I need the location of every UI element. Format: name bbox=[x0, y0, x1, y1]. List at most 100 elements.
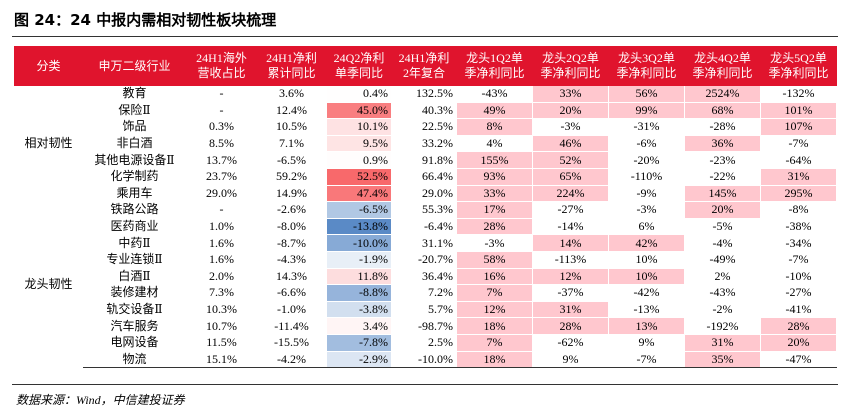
header-line: 2年复合 bbox=[402, 66, 445, 80]
cell: 7.3% bbox=[186, 284, 257, 302]
cell: 20% bbox=[532, 101, 609, 120]
table-row: 乘用车 29.0% 14.9% 47.4% 29.0% 33% 224% -9% 145% 295… bbox=[15, 184, 837, 203]
cell: -10.0% bbox=[326, 234, 392, 252]
table-row: 电网设备 11.5% -15.5% -7.8% 2.5% 7% -62% 9% 31% 20% bbox=[15, 333, 837, 352]
cell: 9% bbox=[532, 350, 609, 369]
cell: -6.4% bbox=[391, 217, 457, 236]
cell: 31% bbox=[760, 167, 837, 186]
cell: 36.4% bbox=[391, 267, 457, 286]
cell: 10% bbox=[608, 250, 685, 269]
column-header: 24H1海外 营收占比 bbox=[186, 46, 257, 86]
cell: 55.3% bbox=[391, 201, 457, 219]
cell: -43% bbox=[684, 284, 761, 302]
cell: 20% bbox=[684, 201, 761, 219]
cell: 35% bbox=[684, 350, 761, 369]
cell: -192% bbox=[684, 317, 761, 335]
cell: 28% bbox=[456, 217, 533, 236]
cell: -7% bbox=[760, 250, 837, 269]
industry: 医药商业 bbox=[82, 217, 187, 236]
cell: 145% bbox=[684, 184, 761, 203]
cell: 31% bbox=[684, 333, 761, 352]
industry: 白酒Ⅱ bbox=[82, 267, 187, 286]
cell: 23.7% bbox=[186, 167, 257, 186]
source-note: 数据来源：Wind，中信建投证券 bbox=[16, 393, 185, 407]
cell: -13.8% bbox=[326, 217, 392, 236]
cell: 9% bbox=[608, 333, 685, 352]
cell: 68% bbox=[684, 101, 761, 120]
column-header: 龙头2Q2单 季净利同比 bbox=[532, 46, 609, 86]
cell: 4% bbox=[456, 134, 533, 153]
header-line: 24H1净利 bbox=[266, 51, 317, 65]
cell: 10% bbox=[608, 267, 685, 286]
cell: 3.4% bbox=[326, 317, 392, 335]
cell: 31.1% bbox=[391, 234, 457, 252]
cell: -3.8% bbox=[326, 300, 392, 319]
column-header: 龙头3Q2单 季净利同比 bbox=[608, 46, 685, 86]
cell: 15.1% bbox=[186, 350, 257, 369]
column-header: 分类 bbox=[14, 46, 83, 86]
cell: 33.2% bbox=[391, 134, 457, 153]
column-header: 龙头1Q2单 季净利同比 bbox=[456, 46, 533, 86]
cell: 45.0% bbox=[326, 101, 392, 120]
cell: - bbox=[186, 201, 257, 219]
cell: 3.6% bbox=[256, 85, 327, 103]
cell: 101% bbox=[760, 101, 837, 120]
cell: 12% bbox=[532, 267, 609, 286]
column-header: 龙头5Q2单 季净利同比 bbox=[760, 46, 837, 86]
cell: 29.0% bbox=[391, 184, 457, 203]
cell: 0.9% bbox=[326, 151, 392, 169]
cell: -113% bbox=[532, 250, 609, 269]
cell: 107% bbox=[760, 118, 837, 136]
cell: 10.5% bbox=[256, 118, 327, 136]
cell: -13% bbox=[608, 300, 685, 319]
cell: 1.0% bbox=[186, 217, 257, 236]
cell: 10.3% bbox=[186, 300, 257, 319]
industry: 中药Ⅱ bbox=[82, 234, 187, 252]
cell: 5.7% bbox=[391, 300, 457, 319]
cell: 8.5% bbox=[186, 134, 257, 153]
cell: -6% bbox=[608, 134, 685, 153]
table-row: 中药Ⅱ 1.6% -8.7% -10.0% 31.1% -3% 14% 42% -4% -34% bbox=[15, 234, 837, 252]
header-line: 24Q2净利 bbox=[333, 51, 385, 65]
cell: -34% bbox=[760, 234, 837, 252]
column-header: 24Q2净利 单季同比 bbox=[326, 46, 392, 86]
cell: 14.3% bbox=[256, 267, 327, 286]
cell: -3% bbox=[608, 201, 685, 219]
industry: 电网设备 bbox=[82, 333, 187, 352]
cell: -47% bbox=[760, 350, 837, 369]
industry: 其他电源设备Ⅱ bbox=[82, 151, 187, 169]
header-line: 单季同比 bbox=[334, 66, 383, 80]
cell: 2.5% bbox=[391, 333, 457, 352]
cell: -38% bbox=[760, 217, 837, 236]
header-line: 季净利同比 bbox=[616, 66, 677, 80]
industry: 汽车服务 bbox=[82, 317, 187, 335]
cell: -3% bbox=[456, 234, 533, 252]
cell: -8.8% bbox=[326, 284, 392, 302]
header-line: 龙头4Q2单 bbox=[694, 51, 751, 65]
table-row: 非白酒 8.5% 7.1% 9.5% 33.2% 4% 46% -6% 36% -7% bbox=[15, 134, 837, 153]
table-row: 保险Ⅱ -12.4% 45.0% 40.3% 49% 20% 99% 68% 101% bbox=[15, 101, 837, 120]
cell: 12% bbox=[456, 300, 533, 319]
table-row: 相对韧性 教育 -3.6% 0.4% 132.5% -43% 33% 56% 2524% -132… bbox=[14, 84, 837, 203]
cell: 1.6% bbox=[186, 234, 257, 252]
header-line: 龙头2Q2单 bbox=[542, 51, 599, 65]
cell: 2% bbox=[684, 267, 761, 286]
cell: -9% bbox=[608, 184, 685, 203]
cell: - bbox=[186, 101, 257, 120]
header-line: 龙头3Q2单 bbox=[618, 51, 675, 65]
cell: 11.5% bbox=[186, 333, 257, 352]
cell: 1.6% bbox=[186, 250, 257, 269]
cell: 132.5% bbox=[391, 85, 457, 103]
cell: -28% bbox=[684, 118, 761, 136]
industry: 物流 bbox=[82, 350, 187, 369]
cell: 0.4% bbox=[326, 85, 392, 103]
cell: -27% bbox=[760, 284, 837, 302]
cell: -62% bbox=[532, 333, 609, 352]
header-line: 季净利同比 bbox=[540, 66, 601, 80]
cell: 13.7% bbox=[186, 151, 257, 169]
header-line: 季净利同比 bbox=[692, 66, 753, 80]
cell: 22.5% bbox=[391, 118, 457, 136]
cell: 36% bbox=[684, 134, 761, 153]
cell: 6% bbox=[608, 217, 685, 236]
